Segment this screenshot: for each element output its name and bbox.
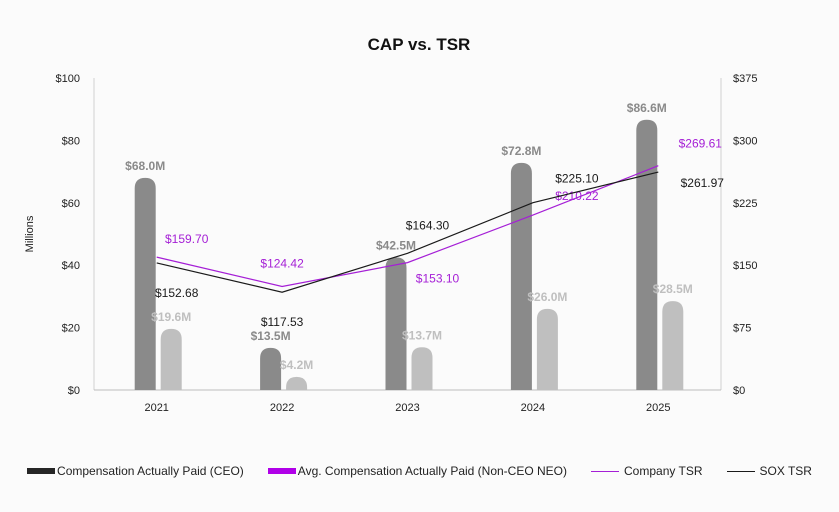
chart-title: CAP vs. TSR xyxy=(368,35,471,54)
legend-item: SOX TSR xyxy=(726,464,812,478)
bar-ceo xyxy=(385,257,407,390)
y2-tick-label: $75 xyxy=(733,323,751,335)
chart: CAP vs. TSR Millions $0 $20 $40 $60 $80 $100 $… xyxy=(24,35,757,414)
line-data-label: $159.70 xyxy=(165,232,209,246)
y2-tick-label: $300 xyxy=(733,135,757,147)
bar-neo xyxy=(662,301,684,390)
bar-ceo xyxy=(260,347,282,390)
legend-item: Company TSR xyxy=(591,464,703,478)
line-company-tsr xyxy=(156,165,659,288)
bar-neo xyxy=(536,308,558,390)
line-data-label: $261.97 xyxy=(681,176,725,190)
legend-label: Compensation Actually Paid (CEO) xyxy=(57,464,244,478)
y-tick-label: $40 xyxy=(62,260,80,272)
bar-data-label: $28.5M xyxy=(653,282,693,296)
bar-data-label: $26.0M xyxy=(527,290,567,304)
y2-tick-label: $375 xyxy=(733,73,757,85)
line-data-label: $269.61 xyxy=(679,137,723,151)
line-data-label: $225.10 xyxy=(555,172,599,186)
bar-data-label: $68.0M xyxy=(125,159,165,173)
legend-label: Company TSR xyxy=(624,464,703,478)
line-sox-tsr xyxy=(156,171,659,293)
y-tick-label: $20 xyxy=(62,323,80,335)
y-axis-label: Millions xyxy=(24,215,36,252)
line-data-label: $124.42 xyxy=(260,256,304,270)
legend-label: Avg. Compensation Actually Paid (Non-CEO… xyxy=(297,464,568,478)
x-tick-label: 2024 xyxy=(521,402,545,414)
bar-data-label: $86.6M xyxy=(627,101,667,115)
line-data-label: $210.22 xyxy=(555,189,599,203)
line-data-label: $153.10 xyxy=(416,272,460,286)
bar-data-label: $13.7M xyxy=(402,328,442,342)
bar-ceo xyxy=(636,119,658,391)
y2-tick-label: $225 xyxy=(733,198,757,210)
y-tick-label: $100 xyxy=(56,73,80,85)
bar-data-label: $42.5M xyxy=(376,238,416,252)
bar-data-label: $4.2M xyxy=(280,358,313,372)
bar-data-label: $13.5M xyxy=(251,329,291,343)
x-tick-label: 2023 xyxy=(395,402,419,414)
y-tick-label: $0 xyxy=(68,385,80,397)
y-tick-label: $80 xyxy=(62,135,80,147)
bar-data-label: $19.6M xyxy=(151,310,191,324)
legend-label: SOX TSR xyxy=(759,464,812,478)
legend-swatch xyxy=(591,470,620,472)
x-tick-label: 2025 xyxy=(646,402,670,414)
bar-ceo xyxy=(510,162,532,390)
legend-swatch xyxy=(27,468,56,474)
bar-neo xyxy=(286,376,308,390)
y-tick-label: $60 xyxy=(62,198,80,210)
legend-swatch xyxy=(267,468,296,474)
bar-ceo xyxy=(134,177,156,390)
legend-item: Compensation Actually Paid (CEO) xyxy=(27,464,244,478)
legend: Compensation Actually Paid (CEO) Avg. Com… xyxy=(0,464,839,478)
line-data-label: $152.68 xyxy=(155,286,199,300)
bar-neo xyxy=(411,347,433,390)
line-data-label: $117.53 xyxy=(261,315,304,329)
legend-item: Avg. Compensation Actually Paid (Non-CEO… xyxy=(267,464,568,478)
y2-tick-label: $0 xyxy=(733,385,745,397)
bar-data-label: $72.8M xyxy=(501,144,541,158)
y2-tick-label: $150 xyxy=(733,260,757,272)
x-tick-label: 2021 xyxy=(144,402,168,414)
x-tick-label: 2022 xyxy=(270,402,294,414)
bar-neo xyxy=(160,328,182,390)
line-data-label: $164.30 xyxy=(406,218,450,232)
legend-swatch xyxy=(726,470,755,472)
